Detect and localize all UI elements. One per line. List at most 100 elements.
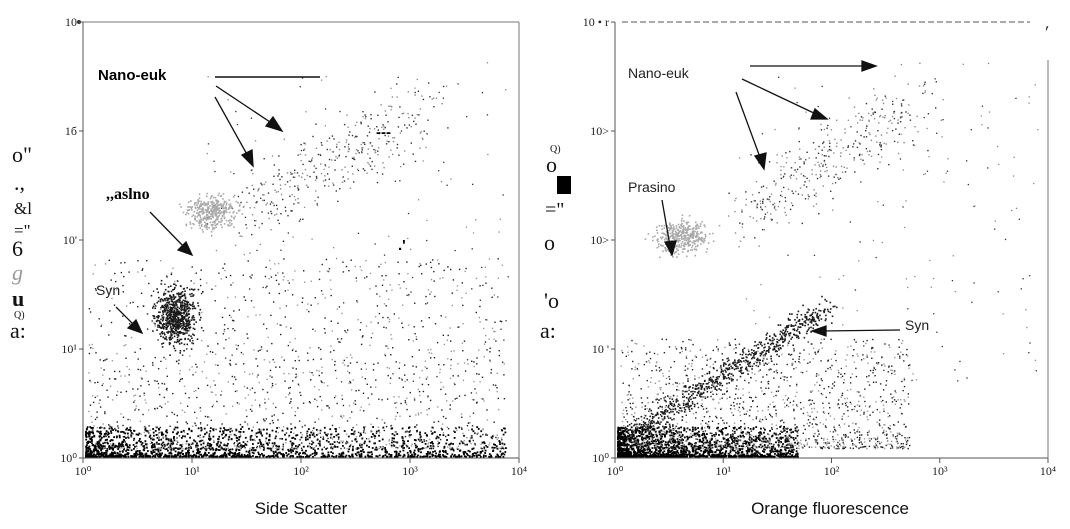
- left-point: [414, 426, 416, 428]
- left-point: [333, 436, 335, 438]
- left-point: [421, 137, 424, 139]
- left-point: [279, 366, 281, 368]
- left-point: [93, 435, 95, 438]
- left-point: [272, 202, 274, 204]
- left-point: [385, 143, 388, 145]
- left-point: [199, 308, 202, 311]
- left-point: [162, 313, 165, 316]
- left-point: [255, 314, 257, 316]
- left-point: [207, 203, 209, 205]
- left-point: [203, 203, 205, 205]
- left-point: [184, 302, 186, 305]
- left-point: [254, 455, 257, 458]
- left-point: [279, 178, 281, 181]
- left-point: [385, 456, 388, 458]
- left-point: [91, 451, 93, 454]
- left-point: [498, 440, 501, 442]
- left-point: [341, 454, 343, 456]
- left-point: [274, 214, 276, 216]
- left-point: [271, 455, 274, 457]
- left-point: [466, 425, 469, 427]
- left-point: [167, 331, 170, 333]
- left-point: [356, 135, 358, 138]
- left-point: [140, 443, 143, 446]
- left-point: [406, 445, 409, 448]
- left-point: [309, 347, 311, 349]
- left-point: [96, 426, 99, 429]
- left-point: [146, 444, 148, 447]
- left-point: [201, 370, 203, 373]
- left-point: [393, 440, 395, 443]
- left-point: [161, 325, 164, 327]
- left-point: [237, 195, 240, 198]
- left-point: [489, 455, 492, 458]
- left-point: [105, 455, 108, 458]
- left-point: [336, 446, 339, 448]
- left-point: [87, 446, 89, 449]
- left-point: [114, 428, 116, 430]
- left-point: [153, 317, 155, 319]
- left-point: [269, 375, 271, 377]
- left-point: [430, 442, 432, 444]
- left-point: [128, 444, 131, 446]
- left-point: [219, 209, 222, 212]
- left-point: [190, 445, 192, 448]
- left-point: [450, 448, 453, 451]
- left-point: [107, 396, 109, 398]
- left-point: [191, 266, 193, 268]
- left-point: [182, 327, 184, 329]
- left-point: [101, 436, 103, 439]
- left-point: [267, 443, 269, 446]
- left-point: [462, 451, 465, 454]
- right-point: [823, 146, 825, 148]
- left-point: [213, 160, 215, 162]
- left-point: [205, 214, 208, 216]
- left-point: [354, 265, 356, 268]
- left-point: [312, 447, 314, 449]
- left-point: [273, 361, 276, 363]
- right-point: [827, 134, 829, 136]
- left-point: [200, 205, 202, 208]
- left-point: [342, 261, 344, 263]
- left-point: [123, 431, 126, 433]
- left-point: [166, 318, 169, 321]
- left-point: [315, 167, 317, 170]
- left-point: [247, 316, 249, 318]
- right-point: [856, 146, 859, 149]
- left-point: [280, 213, 282, 215]
- right-point: [825, 155, 827, 157]
- left-point: [348, 270, 350, 272]
- left-point: [403, 447, 405, 449]
- left-point: [178, 301, 181, 303]
- left-point: [311, 159, 313, 161]
- left-point: [207, 76, 209, 78]
- right-point: [773, 202, 776, 205]
- left-point: [242, 431, 245, 433]
- left-point: [351, 157, 354, 159]
- left-point: [320, 163, 322, 165]
- left-point: [430, 447, 433, 450]
- left-point: [222, 333, 225, 335]
- left-point: [425, 263, 427, 265]
- left-point: [162, 311, 164, 314]
- left-point: [319, 432, 321, 434]
- right-point: [774, 205, 776, 207]
- left-point: [143, 392, 145, 394]
- left-point: [265, 418, 267, 420]
- left-point: [281, 176, 283, 178]
- left-point: [349, 380, 351, 383]
- left-point: [385, 425, 388, 428]
- left-point: [300, 159, 302, 162]
- left-point: [85, 435, 87, 437]
- left-point: [434, 455, 437, 457]
- left-point: [180, 317, 183, 320]
- right-point: [863, 136, 865, 138]
- left-point: [378, 312, 381, 315]
- left-point: [230, 219, 233, 222]
- left-point: [142, 413, 144, 416]
- left-point: [360, 452, 363, 455]
- left-point: [337, 200, 339, 203]
- left-point: [96, 452, 99, 454]
- left-point: [136, 450, 139, 452]
- left-point: [333, 349, 335, 352]
